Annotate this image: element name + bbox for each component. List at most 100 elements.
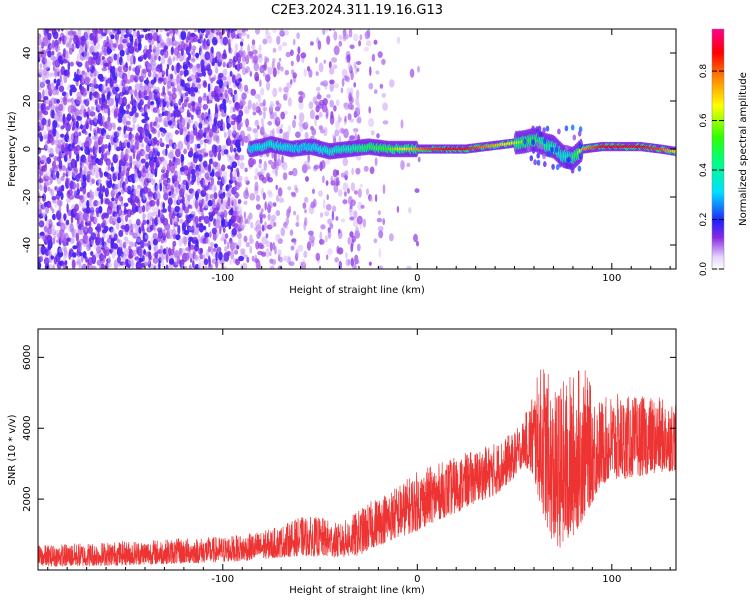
spectrogram-speckle xyxy=(74,128,79,137)
spectrogram-speckle xyxy=(175,234,181,241)
spectrogram-speckle xyxy=(51,39,55,49)
spectrogram-speckle xyxy=(328,61,332,69)
ridge-blob xyxy=(565,144,569,151)
spectrogram-speckle xyxy=(92,45,98,54)
spectrogram-speckle xyxy=(373,89,378,94)
spectrogram-speckle xyxy=(212,155,215,164)
spectrogram-speckle xyxy=(259,212,263,220)
spectrogram-speckle xyxy=(276,102,282,109)
spectrogram-speckle xyxy=(230,250,235,260)
spectrogram-speckle xyxy=(123,113,130,119)
ridge-blob xyxy=(554,146,559,153)
ridge-blob xyxy=(558,161,563,168)
spectrogram-speckle xyxy=(80,124,84,130)
spectrogram-speckle xyxy=(144,168,149,174)
spectrogram-speckle xyxy=(409,68,415,78)
spectrogram-speckle xyxy=(208,183,213,191)
spectrogram-speckle xyxy=(283,255,287,262)
spectrogram-speckle xyxy=(109,122,116,128)
spectrogram-speckle xyxy=(45,29,50,35)
spectrogram-speckle xyxy=(304,217,308,227)
spectrogram-speckle xyxy=(155,29,159,33)
spectrogram-speckle xyxy=(54,200,58,209)
spectrogram-speckle xyxy=(199,139,204,145)
spectrogram-speckle xyxy=(38,33,42,39)
spectrogram-speckle xyxy=(208,113,213,122)
spectrogram-speckle xyxy=(176,83,180,93)
spectrogram-speckle xyxy=(343,75,349,81)
spectrogram-speckle xyxy=(194,263,200,269)
spectrogram-speckle xyxy=(347,237,351,245)
ridge-blob xyxy=(523,138,527,145)
spectrogram-speckle xyxy=(296,32,300,40)
spectrogram-speckle xyxy=(54,186,58,191)
spectrogram-speckle xyxy=(222,98,227,107)
ridge-blob xyxy=(543,138,547,145)
spectrogram-speckle xyxy=(154,191,161,202)
spectrogram-speckle xyxy=(237,29,243,37)
spectrogram-speckle xyxy=(86,191,91,198)
spectrogram-speckle xyxy=(270,100,274,108)
spectrogram-speckle xyxy=(87,147,90,156)
spectrogram-speckle xyxy=(356,67,360,72)
spectrogram-speckle xyxy=(241,138,244,147)
spectrogram-speckle xyxy=(56,176,62,185)
spectrogram-speckle xyxy=(154,251,159,259)
spectrogram-speckle xyxy=(96,126,100,134)
spectrogram-speckle xyxy=(127,29,133,34)
spectrogram-speckle xyxy=(201,210,205,221)
spectrogram-speckle xyxy=(90,106,95,111)
spectrogram-speckle xyxy=(265,248,270,258)
spectrogram-speckle xyxy=(224,217,228,227)
spectrogram-speckle xyxy=(377,226,384,232)
spectrogram-speckle xyxy=(56,98,60,104)
spectrogram-speckle xyxy=(260,87,265,96)
spectrogram-speckle xyxy=(357,188,362,198)
spectrogram-speckle xyxy=(166,32,170,37)
ridge-blob xyxy=(537,125,542,132)
spectrogram-speckle xyxy=(157,151,160,157)
spectrogram-speckle xyxy=(134,170,138,179)
spectrogram-speckle xyxy=(336,169,340,176)
spectrogram-speckle xyxy=(178,247,183,255)
spectrogram-speckle xyxy=(179,70,184,76)
colorbar-tick-label: 0.4 xyxy=(699,163,709,178)
spectrogram-speckle xyxy=(186,252,192,259)
spectrogram-speckle xyxy=(111,197,115,202)
spectrogram-speckle xyxy=(90,251,94,256)
spectrogram-speckle xyxy=(293,240,297,246)
spectrogram-speckle xyxy=(349,216,355,221)
spectrogram-speckle xyxy=(267,66,273,76)
spectrogram-speckle xyxy=(271,60,275,70)
spectrogram-speckle xyxy=(292,167,298,177)
spectrogram-speckle xyxy=(342,157,349,167)
spectrogram-speckle xyxy=(363,165,369,172)
spectrogram-speckle xyxy=(333,82,339,89)
spectrogram-speckle xyxy=(142,192,147,201)
spectrogram-speckle xyxy=(94,29,99,37)
spectrogram-speckle xyxy=(131,201,136,209)
spectrogram-speckle xyxy=(90,155,96,160)
spectrogram-speckle xyxy=(355,89,360,99)
spectrogram-speckle xyxy=(285,131,290,141)
spectrogram-speckle xyxy=(90,239,95,246)
spectrogram-speckle xyxy=(155,184,161,195)
spectrogram-speckle xyxy=(381,58,386,65)
spectrogram-speckle xyxy=(59,133,65,138)
y-tick-label: -40 xyxy=(22,237,33,253)
spectrogram-speckle xyxy=(60,222,66,232)
spectrogram-speckle xyxy=(270,161,274,167)
spectrogram-speckle xyxy=(222,61,226,68)
spectrogram-speckle xyxy=(349,135,355,141)
spectrogram-speckle xyxy=(356,215,363,225)
spectrogram-speckle xyxy=(125,162,129,167)
spectrogram-speckle xyxy=(208,150,214,155)
spectrogram-speckle xyxy=(283,86,289,93)
spectrogram-speckle xyxy=(117,191,122,197)
ridge-blob xyxy=(557,128,561,135)
spectrogram-speckle xyxy=(165,68,169,77)
spectrogram-speckle xyxy=(129,223,134,233)
spectrogram-speckle xyxy=(88,133,92,137)
spectrogram-speckle xyxy=(345,252,348,259)
spectrogram-speckle xyxy=(51,199,57,204)
